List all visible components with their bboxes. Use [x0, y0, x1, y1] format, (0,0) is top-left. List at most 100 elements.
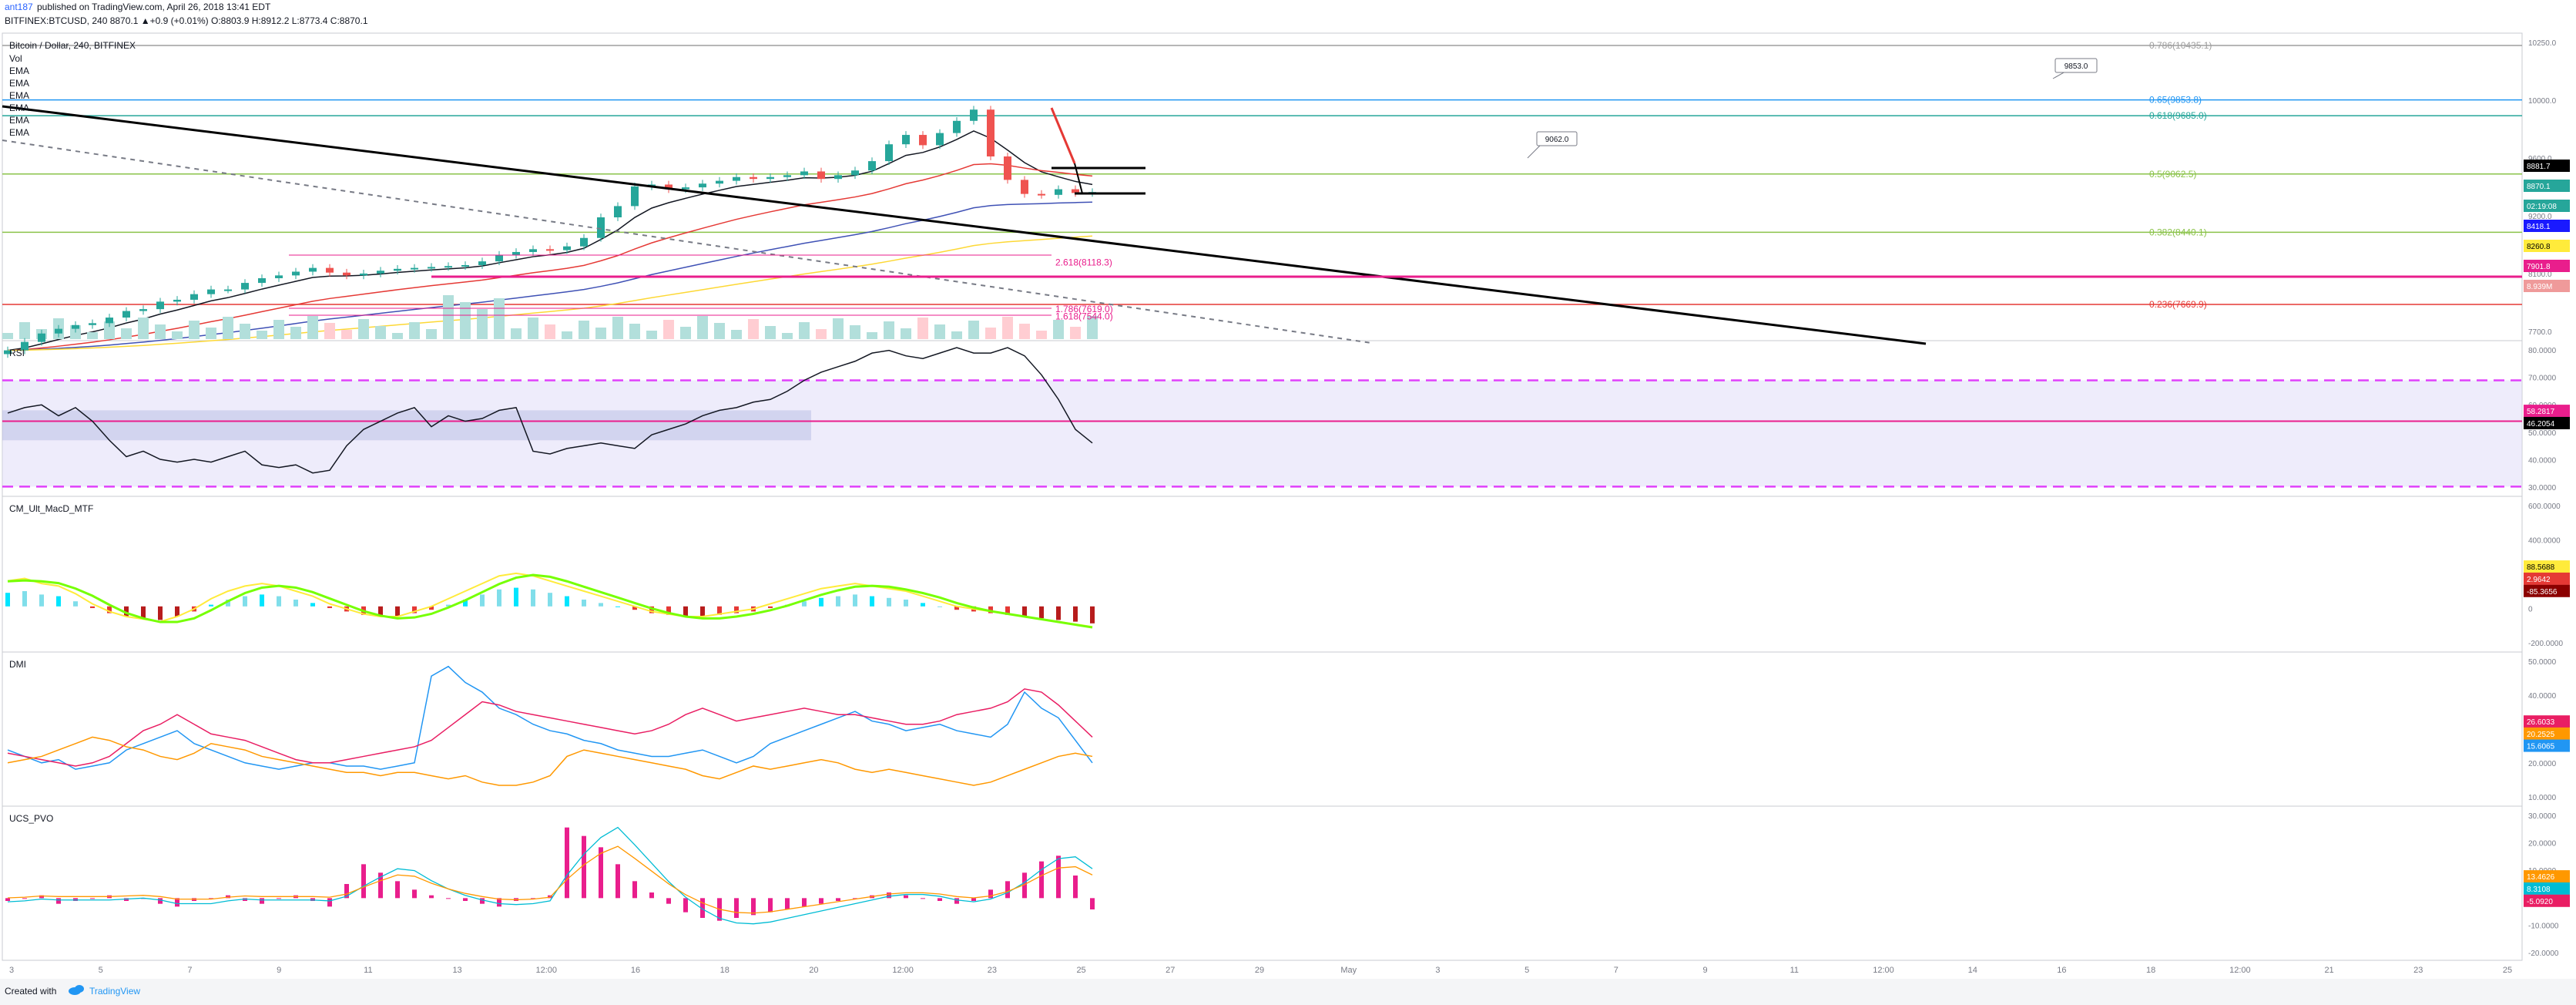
- candle-body[interactable]: [292, 271, 300, 276]
- candle-body[interactable]: [953, 120, 961, 133]
- candle-body[interactable]: [258, 278, 266, 284]
- candle-body[interactable]: [495, 254, 503, 262]
- candle-body[interactable]: [4, 350, 12, 355]
- candle-body[interactable]: [987, 109, 995, 156]
- candle-body[interactable]: [885, 144, 893, 162]
- pvo-line[interactable]: [7, 826, 1093, 925]
- dmi-line[interactable]: [7, 736, 1093, 786]
- candle-body[interactable]: [275, 275, 283, 278]
- candle-body[interactable]: [139, 309, 147, 311]
- macd-histogram-bar: [39, 594, 44, 607]
- candle-body[interactable]: [89, 323, 96, 325]
- candle-body[interactable]: [38, 333, 45, 342]
- candle-body[interactable]: [614, 206, 622, 217]
- candle-body[interactable]: [597, 217, 605, 238]
- candle-body[interactable]: [343, 272, 351, 276]
- ema-line[interactable]: [7, 163, 1093, 351]
- dmi-line[interactable]: [7, 665, 1093, 770]
- candle-body[interactable]: [851, 170, 859, 176]
- candle-body[interactable]: [326, 267, 334, 273]
- rsi-pane[interactable]: RSI: [2, 347, 2522, 488]
- candle-body[interactable]: [750, 176, 757, 180]
- candle-body[interactable]: [72, 324, 79, 329]
- candle-body[interactable]: [766, 176, 774, 180]
- candle-body[interactable]: [665, 184, 673, 190]
- volume-bar: [1053, 320, 1064, 339]
- candle-body[interactable]: [21, 341, 29, 351]
- candle-body[interactable]: [1072, 189, 1079, 193]
- candle-body[interactable]: [817, 171, 825, 180]
- candle-body[interactable]: [377, 271, 384, 274]
- macd-line[interactable]: [7, 573, 1093, 629]
- rsi-line[interactable]: [7, 347, 1093, 474]
- drop-line-2[interactable]: [1074, 163, 1083, 194]
- candle-body[interactable]: [631, 186, 639, 207]
- price-axis-tick: 600.0000: [2528, 503, 2561, 511]
- macd-signal-line[interactable]: [7, 572, 1093, 628]
- candle-body[interactable]: [207, 289, 215, 294]
- candle-body[interactable]: [834, 175, 842, 180]
- candle-body[interactable]: [360, 273, 367, 276]
- candle-body[interactable]: [783, 175, 791, 177]
- candle-body[interactable]: [1021, 180, 1028, 194]
- volume-bar: [850, 325, 860, 339]
- candle-body[interactable]: [461, 264, 469, 267]
- candle-body[interactable]: [173, 299, 181, 302]
- fib-level-label: 0.5(9062.5): [2149, 169, 2196, 180]
- candle-body[interactable]: [190, 294, 198, 300]
- candle-body[interactable]: [1004, 156, 1011, 180]
- macd-histogram-bar: [954, 606, 959, 610]
- macd-histogram-bar: [480, 594, 485, 607]
- pvo-pane[interactable]: UCS_PVO: [5, 813, 1095, 925]
- candle-body[interactable]: [563, 246, 571, 250]
- pvo-histogram-bar: [327, 898, 332, 907]
- candle-body[interactable]: [919, 135, 927, 146]
- price-axis-tick: 7700.0: [2528, 328, 2552, 337]
- dmi-pane[interactable]: DMI: [7, 659, 1093, 786]
- candle-body[interactable]: [55, 328, 62, 334]
- candle-body[interactable]: [1038, 193, 1045, 196]
- macd-pane[interactable]: CM_Ult_MacD_MTF: [5, 503, 1095, 629]
- candle-body[interactable]: [580, 237, 588, 247]
- price-axes[interactable]: 10250.0 10000.0 9600.0 9200.0 8100.0 7700.0 88…: [2524, 39, 2570, 958]
- main-price-pane[interactable]: 0.786(10435.1) 0.65(9853.8) 0.618(9685.0) 0…: [2, 40, 2522, 358]
- time-axis[interactable]: 3 5 7 9 11 13 12:00 16 18 20 12:00 23 25 27 29 May 3 5 7 9 1…: [9, 966, 2512, 975]
- candle-body[interactable]: [800, 171, 808, 176]
- candle-body[interactable]: [699, 183, 706, 188]
- candle-body[interactable]: [970, 109, 978, 121]
- candle-body[interactable]: [682, 187, 689, 190]
- candle-body[interactable]: [106, 318, 113, 324]
- candle-body[interactable]: [122, 311, 130, 318]
- ema-line[interactable]: [7, 201, 1093, 351]
- candle-body[interactable]: [224, 289, 232, 291]
- candle-body[interactable]: [444, 266, 452, 268]
- candle-body[interactable]: [411, 267, 418, 270]
- candle-body[interactable]: [478, 261, 486, 265]
- volume-bar: [748, 319, 759, 339]
- candle-body[interactable]: [529, 249, 537, 252]
- tradingview-brand-link[interactable]: TradingView: [89, 986, 140, 997]
- candle-body[interactable]: [394, 268, 401, 271]
- callout-box[interactable]: [2054, 58, 2098, 73]
- callout-box[interactable]: [1536, 131, 1578, 146]
- candle-body[interactable]: [512, 251, 520, 255]
- candle-body[interactable]: [716, 180, 723, 184]
- candle-body[interactable]: [733, 176, 740, 181]
- author-link[interactable]: ant187: [5, 2, 33, 12]
- pvo-signal-line[interactable]: [7, 845, 1093, 914]
- candle-body[interactable]: [428, 267, 435, 269]
- candle-body[interactable]: [546, 249, 554, 251]
- candle-body[interactable]: [309, 267, 317, 272]
- pvo-histogram-bar: [632, 881, 637, 899]
- ema-line[interactable]: [7, 235, 1093, 351]
- descending-trendline[interactable]: [2, 105, 1927, 345]
- candle-body[interactable]: [868, 161, 876, 171]
- candle-body[interactable]: [936, 133, 944, 146]
- dmi-line[interactable]: [7, 688, 1093, 767]
- candle-body[interactable]: [1055, 189, 1062, 195]
- candle-body[interactable]: [902, 135, 910, 145]
- candle-body[interactable]: [156, 301, 164, 310]
- candle-body[interactable]: [241, 283, 249, 290]
- drop-line[interactable]: [1050, 107, 1076, 164]
